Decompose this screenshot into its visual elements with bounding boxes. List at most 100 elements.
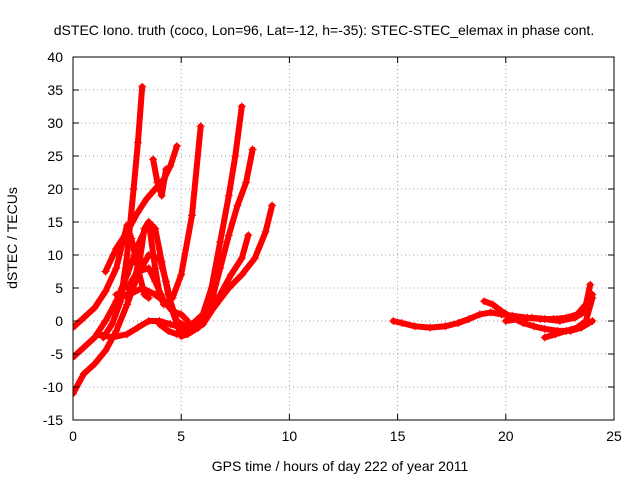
- x-tick-labels: 0 5 10 15 20 25: [69, 428, 622, 444]
- data-point: [90, 333, 99, 342]
- data-point: [168, 307, 177, 316]
- data-point: [501, 317, 510, 325]
- x-tick-label: 20: [498, 428, 514, 444]
- series-line: [156, 146, 256, 338]
- data-point: [112, 290, 121, 299]
- data-point: [79, 313, 88, 322]
- data-point: [540, 324, 549, 333]
- data-point: [237, 270, 246, 279]
- y-tick-label: -15: [43, 412, 63, 428]
- y-tick-label: 15: [47, 214, 63, 230]
- series-11: [155, 145, 257, 339]
- data-point: [90, 359, 99, 368]
- data-point: [231, 152, 240, 160]
- data-point: [441, 322, 450, 331]
- y-tick-label: -5: [51, 346, 64, 362]
- data-point: [149, 155, 158, 164]
- data-point: [125, 290, 134, 299]
- data-point: [207, 297, 216, 306]
- data-point: [551, 330, 560, 339]
- series-line: [124, 265, 191, 324]
- x-tick-label: 10: [282, 428, 298, 444]
- data-point: [588, 293, 597, 302]
- data-point: [224, 191, 233, 200]
- data-point: [153, 178, 162, 187]
- y-tick-label: 40: [47, 49, 63, 65]
- data-point: [79, 369, 88, 378]
- data-point: [586, 280, 595, 289]
- data-point: [540, 315, 549, 324]
- y-tick-label: 10: [47, 247, 63, 263]
- data-point: [138, 284, 147, 292]
- data-point: [527, 313, 536, 322]
- series-15: [540, 293, 597, 342]
- data-point: [233, 201, 242, 210]
- data-point: [107, 320, 116, 329]
- data-point: [73, 389, 77, 398]
- data-point: [410, 322, 419, 331]
- data-point: [142, 194, 151, 203]
- grid: [73, 57, 614, 420]
- data-point: [166, 320, 175, 329]
- data-point: [216, 264, 225, 273]
- data-point: [248, 145, 257, 154]
- y-axis-label: dSTEC / TECUs: [4, 187, 20, 289]
- data-point: [123, 330, 132, 339]
- y-tick-label: 20: [47, 181, 63, 197]
- data-point: [581, 317, 590, 325]
- y-tick-label: 35: [47, 82, 63, 98]
- data-point: [183, 317, 192, 325]
- data-point: [140, 224, 149, 233]
- series-10: [149, 155, 171, 200]
- plot-area: [73, 82, 597, 398]
- x-tick-label: 5: [177, 428, 185, 444]
- y-tick-labels: -15 -10 -5 0 5 10 15 20 25 30 35 40: [43, 49, 63, 428]
- data-point: [101, 346, 110, 355]
- data-point: [90, 303, 99, 312]
- x-tick-label: 15: [390, 428, 406, 444]
- data-point: [244, 231, 253, 240]
- series-line: [541, 294, 596, 341]
- data-point: [144, 218, 153, 226]
- data-point: [497, 307, 506, 316]
- y-tick-label: 0: [55, 313, 63, 329]
- ticks: [72, 56, 615, 421]
- data-point: [172, 142, 181, 151]
- data-point: [562, 326, 571, 335]
- series-14: [501, 290, 597, 325]
- data-point: [166, 161, 175, 170]
- data-point: [133, 138, 142, 147]
- data-point: [94, 330, 103, 339]
- data-point: [226, 270, 235, 279]
- data-point: [162, 165, 171, 174]
- data-point: [475, 310, 484, 319]
- data-point: [133, 267, 142, 276]
- data-point: [237, 254, 246, 263]
- data-point: [99, 333, 108, 342]
- data-point: [573, 323, 582, 332]
- data-point: [73, 353, 77, 362]
- y-tick-label: 5: [55, 280, 63, 296]
- data-point: [529, 322, 538, 331]
- series-9: [112, 284, 168, 306]
- data-point: [571, 313, 580, 322]
- data-point: [224, 231, 233, 240]
- data-point: [79, 343, 88, 352]
- data-point: [242, 178, 251, 187]
- data-point: [196, 122, 205, 131]
- data-point: [250, 254, 259, 263]
- y-tick-label: -10: [43, 379, 63, 395]
- data-point: [198, 317, 207, 325]
- data-point: [129, 185, 138, 193]
- data-point: [454, 318, 463, 327]
- x-tick-label: 25: [606, 428, 622, 444]
- data-point: [112, 244, 121, 253]
- data-point: [172, 330, 181, 339]
- data-point: [486, 308, 495, 317]
- data-point: [190, 323, 199, 332]
- data-point: [164, 326, 173, 335]
- series-6: [99, 82, 147, 342]
- data-point: [123, 284, 132, 292]
- data-point: [144, 264, 153, 273]
